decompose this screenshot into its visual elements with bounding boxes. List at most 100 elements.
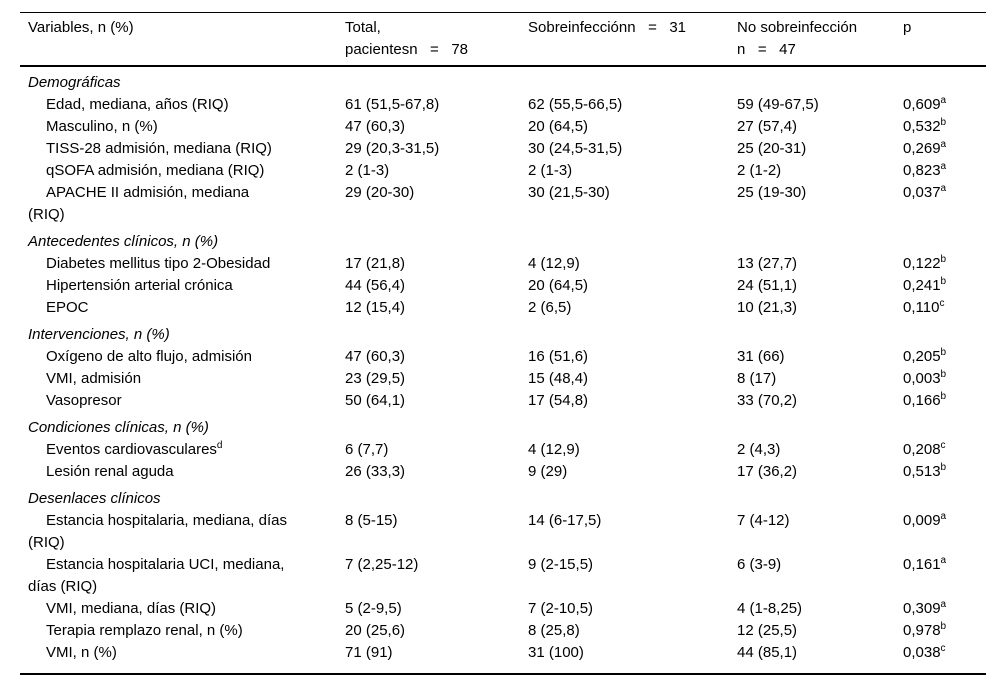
cell-total: 5 (2-9,5) xyxy=(345,600,402,617)
row-label-line1: Terapia remplazo renal, n (%) xyxy=(46,622,243,639)
header-no-sobreinfeccion-line2: n = 47 xyxy=(737,41,796,58)
cell-no-sobreinfeccion: 27 (57,4) xyxy=(737,118,798,135)
table-row: Oxígeno de alto flujo, admisión 47 (60,3)… xyxy=(20,346,986,368)
cell-p-value: 0,166b xyxy=(903,391,947,410)
p-superscript: a xyxy=(940,599,947,610)
cell-p-value: 0,609a xyxy=(903,95,947,114)
table-row: Eventos cardiovascularesd 6 (7,7) 4 (12,9)… xyxy=(20,439,986,461)
row-label-line1: APACHE II admisión, mediana xyxy=(46,184,250,201)
row-label: VMI, n (%) xyxy=(20,642,345,674)
cell-no-sobreinfeccion: 6 (3-9) xyxy=(737,556,782,573)
row-label-line1: TISS-28 admisión, mediana (RIQ) xyxy=(46,140,272,157)
header-no-sobreinfeccion: No sobreinfección n = 47 xyxy=(737,12,903,67)
clinical-variables-table: Variables, n (%) Total, pacientesn = 78 … xyxy=(20,12,986,675)
cell-total: 47 (60,3) xyxy=(345,348,406,365)
section-label: Intervenciones, n (%) xyxy=(28,326,170,343)
cell-no-sobreinfeccion: 25 (19-30) xyxy=(737,184,807,201)
cell-no-sobreinfeccion: 8 (17) xyxy=(737,370,777,387)
header-sobreinfeccion-label: Sobreinfecciónn = 31 xyxy=(528,19,687,36)
table-row: qSOFA admisión, mediana (RIQ) 2 (1-3) 2 (1… xyxy=(20,160,986,182)
cell-no-sobreinfeccion: 2 (1-2) xyxy=(737,162,782,179)
row-label: TISS-28 admisión, mediana (RIQ) xyxy=(20,138,345,160)
cell-p-value: 0,513b xyxy=(903,462,947,481)
cell-total: 17 (21,8) xyxy=(345,255,406,272)
row-label-line1: qSOFA admisión, mediana (RIQ) xyxy=(46,162,265,179)
table-row: Lesión renal aguda 26 (33,3) 9 (29) 17 (36,… xyxy=(20,461,986,483)
cell-total: 47 (60,3) xyxy=(345,118,406,135)
row-label-line1: Edad, mediana, años (RIQ) xyxy=(46,96,229,113)
cell-p-value: 0,038c xyxy=(903,643,946,662)
p-superscript: b xyxy=(940,117,947,128)
p-superscript: c xyxy=(940,440,946,451)
table-row: Estancia hospitalaria, mediana, días (RIQ… xyxy=(20,510,986,554)
cell-no-sobreinfeccion: 13 (27,7) xyxy=(737,255,798,272)
cell-p-value: 0,161a xyxy=(903,555,947,574)
table-header: Variables, n (%) Total, pacientesn = 78 … xyxy=(20,12,986,67)
cell-total: 8 (5-15) xyxy=(345,512,398,529)
p-superscript: a xyxy=(940,139,947,150)
cell-p-value: 0,823a xyxy=(903,161,947,180)
row-label: Estancia hospitalaria UCI, mediana, días … xyxy=(20,554,345,598)
section-label: Condiciones clínicas, n (%) xyxy=(28,419,209,436)
header-total-line2: pacientesn = 78 xyxy=(345,41,469,58)
cell-p-value: 0,208c xyxy=(903,440,946,459)
header-sobreinfeccion: Sobreinfecciónn = 31 xyxy=(528,12,737,67)
p-superscript: a xyxy=(940,161,947,172)
header-variables: Variables, n (%) xyxy=(20,12,345,67)
cell-no-sobreinfeccion: 24 (51,1) xyxy=(737,277,798,294)
cell-p-value: 0,122b xyxy=(903,254,947,273)
cell-sobreinfeccion: 20 (64,5) xyxy=(528,277,589,294)
cell-no-sobreinfeccion: 7 (4-12) xyxy=(737,512,790,529)
cell-p-value: 0,009a xyxy=(903,511,947,530)
row-label: qSOFA admisión, mediana (RIQ) xyxy=(20,160,345,182)
p-superscript: b xyxy=(940,462,947,473)
section-label: Demográficas xyxy=(28,74,121,91)
row-label: EPOC xyxy=(20,297,345,319)
p-superscript: b xyxy=(940,621,947,632)
cell-p-value: 0,269a xyxy=(903,139,947,158)
p-superscript: b xyxy=(940,276,947,287)
cell-total: 6 (7,7) xyxy=(345,441,389,458)
cell-total: 26 (33,3) xyxy=(345,463,406,480)
section-row: Intervenciones, n (%) xyxy=(20,319,986,346)
cell-no-sobreinfeccion: 59 (49-67,5) xyxy=(737,96,819,113)
section-row: Condiciones clínicas, n (%) xyxy=(20,412,986,439)
cell-total: 2 (1-3) xyxy=(345,162,390,179)
cell-total: 12 (15,4) xyxy=(345,299,406,316)
cell-no-sobreinfeccion: 33 (70,2) xyxy=(737,392,798,409)
row-label: Oxígeno de alto flujo, admisión xyxy=(20,346,345,368)
row-label: VMI, mediana, días (RIQ) xyxy=(20,598,345,620)
p-superscript: c xyxy=(939,298,945,309)
row-label-line1: Vasopresor xyxy=(46,392,122,409)
header-total: Total, pacientesn = 78 xyxy=(345,12,528,67)
table-row: VMI, n (%) 71 (91) 31 (100) 44 (85,1) 0,038c xyxy=(20,642,986,674)
p-superscript: a xyxy=(940,555,947,566)
table-row: VMI, mediana, días (RIQ) 5 (2-9,5) 7 (2-10… xyxy=(20,598,986,620)
row-label-line1: Oxígeno de alto flujo, admisión xyxy=(46,348,252,365)
row-label: Lesión renal aguda xyxy=(20,461,345,483)
cell-p-value: 0,241b xyxy=(903,276,947,295)
cell-p-value: 0,978b xyxy=(903,621,947,640)
section-row: Antecedentes clínicos, n (%) xyxy=(20,226,986,253)
cell-sobreinfeccion: 7 (2-10,5) xyxy=(528,600,594,617)
p-superscript: a xyxy=(940,511,947,522)
cell-sobreinfeccion: 17 (54,8) xyxy=(528,392,589,409)
cell-total: 23 (29,5) xyxy=(345,370,406,387)
table-row: Estancia hospitalaria UCI, mediana, días … xyxy=(20,554,986,598)
row-label-line1: Diabetes mellitus tipo 2-Obesidad xyxy=(46,255,271,272)
cell-p-value: 0,037a xyxy=(903,183,947,202)
header-p-value: p xyxy=(903,12,986,67)
label-superscript: d xyxy=(216,440,223,451)
row-label-line2: (RIQ) xyxy=(28,534,65,551)
cell-p-value: 0,205b xyxy=(903,347,947,366)
cell-p-value: 0,110c xyxy=(903,298,945,317)
header-no-sobreinfeccion-line1: No sobreinfección xyxy=(737,19,858,36)
table-row: VMI, admisión 23 (29,5) 15 (48,4) 8 (17) 0,0… xyxy=(20,368,986,390)
row-label-line1: Masculino, n (%) xyxy=(46,118,158,135)
row-label: Terapia remplazo renal, n (%) xyxy=(20,620,345,642)
row-label: Eventos cardiovascularesd xyxy=(20,439,345,461)
cell-total: 50 (64,1) xyxy=(345,392,406,409)
row-label-line1: Lesión renal aguda xyxy=(46,463,174,480)
p-superscript: b xyxy=(940,391,947,402)
table-row: Hipertensión arterial crónica 44 (56,4) 20… xyxy=(20,275,986,297)
